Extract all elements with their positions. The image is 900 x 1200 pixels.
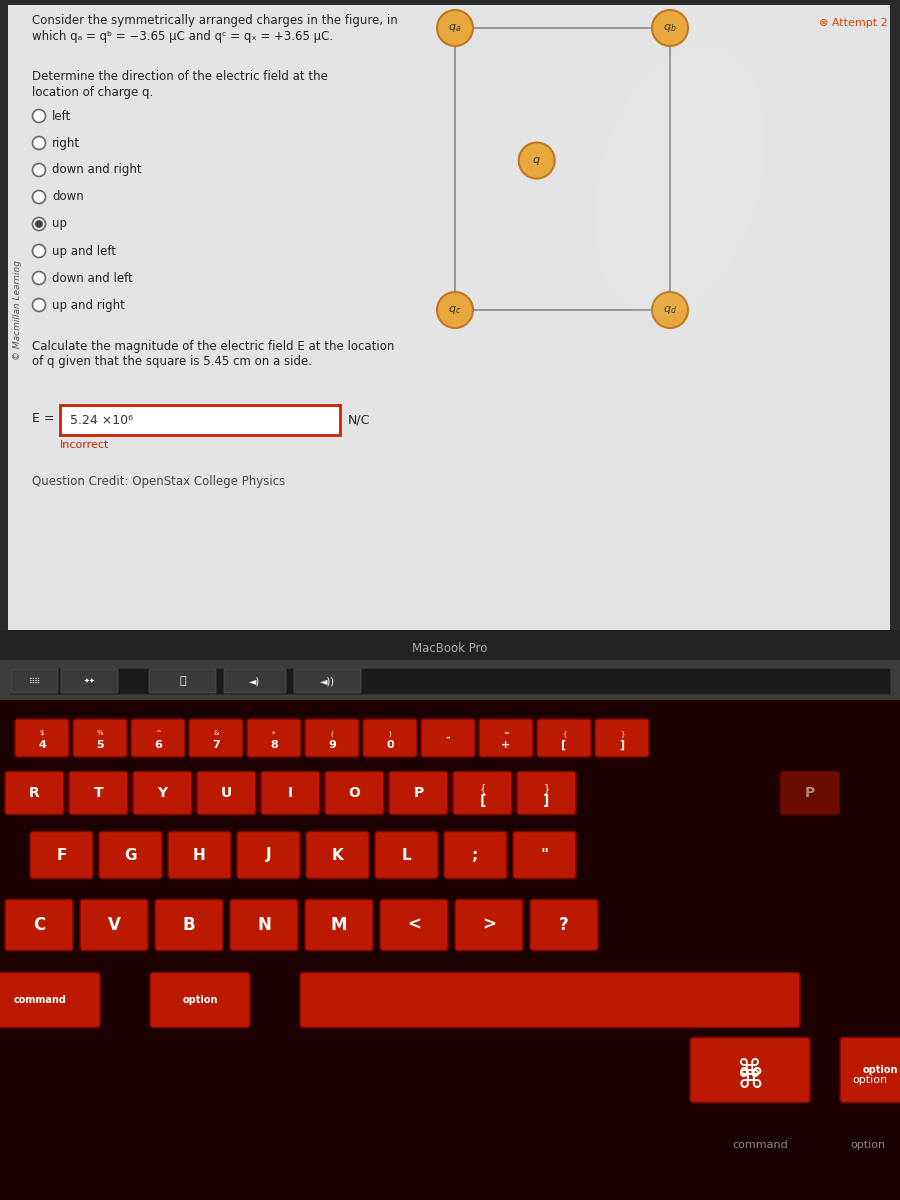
Text: {: {: [480, 782, 486, 793]
FancyBboxPatch shape: [15, 719, 69, 757]
FancyBboxPatch shape: [780, 772, 840, 815]
Text: left: left: [52, 109, 71, 122]
FancyBboxPatch shape: [69, 772, 128, 815]
FancyBboxPatch shape: [421, 719, 475, 757]
Text: 🔇: 🔇: [179, 676, 185, 686]
FancyBboxPatch shape: [537, 719, 591, 757]
FancyBboxPatch shape: [197, 772, 256, 815]
Text: Question Credit: OpenStax College Physics: Question Credit: OpenStax College Physic…: [32, 475, 285, 488]
FancyBboxPatch shape: [444, 832, 507, 878]
Text: 7: 7: [212, 740, 220, 750]
Circle shape: [518, 143, 554, 179]
FancyBboxPatch shape: [261, 772, 320, 815]
Text: =: =: [503, 731, 508, 737]
FancyBboxPatch shape: [305, 900, 373, 950]
Text: ]: ]: [619, 739, 625, 750]
FancyBboxPatch shape: [363, 719, 417, 757]
Text: 0: 0: [386, 740, 394, 750]
Text: (: (: [330, 730, 333, 737]
Text: P: P: [413, 786, 424, 800]
FancyBboxPatch shape: [0, 0, 900, 638]
FancyBboxPatch shape: [0, 700, 900, 1200]
Text: E =: E =: [32, 413, 55, 426]
Text: L: L: [401, 847, 411, 863]
Text: 5: 5: [96, 740, 104, 750]
FancyBboxPatch shape: [690, 1038, 810, 1103]
FancyBboxPatch shape: [0, 630, 900, 660]
Text: K: K: [331, 847, 344, 863]
Text: +: +: [501, 740, 510, 750]
Text: $q_a$: $q_a$: [448, 22, 462, 34]
FancyBboxPatch shape: [517, 772, 576, 815]
Text: I: I: [288, 786, 293, 800]
Text: $q$: $q$: [533, 155, 541, 167]
FancyBboxPatch shape: [305, 719, 359, 757]
Text: >: >: [482, 916, 496, 934]
Text: *: *: [273, 731, 275, 737]
FancyBboxPatch shape: [149, 670, 216, 692]
FancyBboxPatch shape: [60, 404, 340, 434]
Text: {: {: [562, 730, 566, 737]
FancyBboxPatch shape: [840, 1038, 900, 1103]
FancyBboxPatch shape: [453, 772, 512, 815]
Text: option: option: [862, 1066, 898, 1075]
Text: ?: ?: [559, 916, 569, 934]
Circle shape: [32, 109, 46, 122]
Circle shape: [35, 220, 43, 228]
Text: MacBook Pro: MacBook Pro: [412, 642, 488, 654]
Text: $q_c$: $q_c$: [448, 304, 462, 316]
Text: N/C: N/C: [348, 414, 371, 426]
FancyBboxPatch shape: [300, 972, 800, 1027]
Text: option: option: [182, 995, 218, 1006]
Text: $q_d$: $q_d$: [663, 304, 677, 316]
Text: &: &: [213, 731, 219, 737]
Circle shape: [32, 245, 46, 258]
Text: ◄)): ◄)): [320, 676, 335, 686]
Circle shape: [437, 10, 473, 46]
Text: $: $: [40, 731, 44, 737]
Circle shape: [652, 10, 688, 46]
FancyBboxPatch shape: [10, 668, 890, 694]
Text: down: down: [52, 191, 84, 204]
FancyBboxPatch shape: [8, 5, 890, 634]
Text: H: H: [194, 847, 206, 863]
Text: ": ": [541, 847, 548, 863]
Circle shape: [32, 191, 46, 204]
Text: ✦✦: ✦✦: [84, 678, 95, 684]
Text: ;: ;: [472, 847, 479, 863]
Text: Y: Y: [158, 786, 167, 800]
Text: V: V: [108, 916, 121, 934]
Text: Incorrect: Incorrect: [60, 440, 110, 450]
FancyBboxPatch shape: [11, 670, 58, 692]
Text: }: }: [620, 730, 625, 737]
Text: option: option: [852, 1075, 887, 1085]
FancyBboxPatch shape: [230, 900, 298, 950]
Circle shape: [32, 271, 46, 284]
Circle shape: [32, 299, 46, 312]
Circle shape: [32, 163, 46, 176]
Text: 8: 8: [270, 740, 278, 750]
FancyBboxPatch shape: [0, 972, 100, 1027]
FancyBboxPatch shape: [389, 772, 448, 815]
Text: up and right: up and right: [52, 299, 125, 312]
FancyBboxPatch shape: [375, 832, 438, 878]
Text: -: -: [446, 733, 450, 743]
Text: F: F: [57, 847, 67, 863]
Text: M: M: [331, 916, 347, 934]
Text: command: command: [732, 1140, 788, 1150]
FancyBboxPatch shape: [595, 719, 649, 757]
Text: [: [: [480, 793, 486, 808]
Text: command: command: [14, 995, 67, 1006]
Text: 9: 9: [328, 740, 336, 750]
Text: R: R: [29, 786, 40, 800]
FancyBboxPatch shape: [530, 900, 598, 950]
FancyBboxPatch shape: [189, 719, 243, 757]
Text: ⌘: ⌘: [736, 1066, 764, 1094]
Text: ⌘: ⌘: [737, 1058, 762, 1082]
Text: Consider the symmetrically arranged charges in the figure, in: Consider the symmetrically arranged char…: [32, 14, 398, 26]
Text: P: P: [805, 786, 815, 800]
FancyBboxPatch shape: [133, 772, 192, 815]
Text: ]: ]: [544, 793, 550, 808]
Text: Calculate the magnitude of the electric field E at the location: Calculate the magnitude of the electric …: [32, 340, 394, 353]
